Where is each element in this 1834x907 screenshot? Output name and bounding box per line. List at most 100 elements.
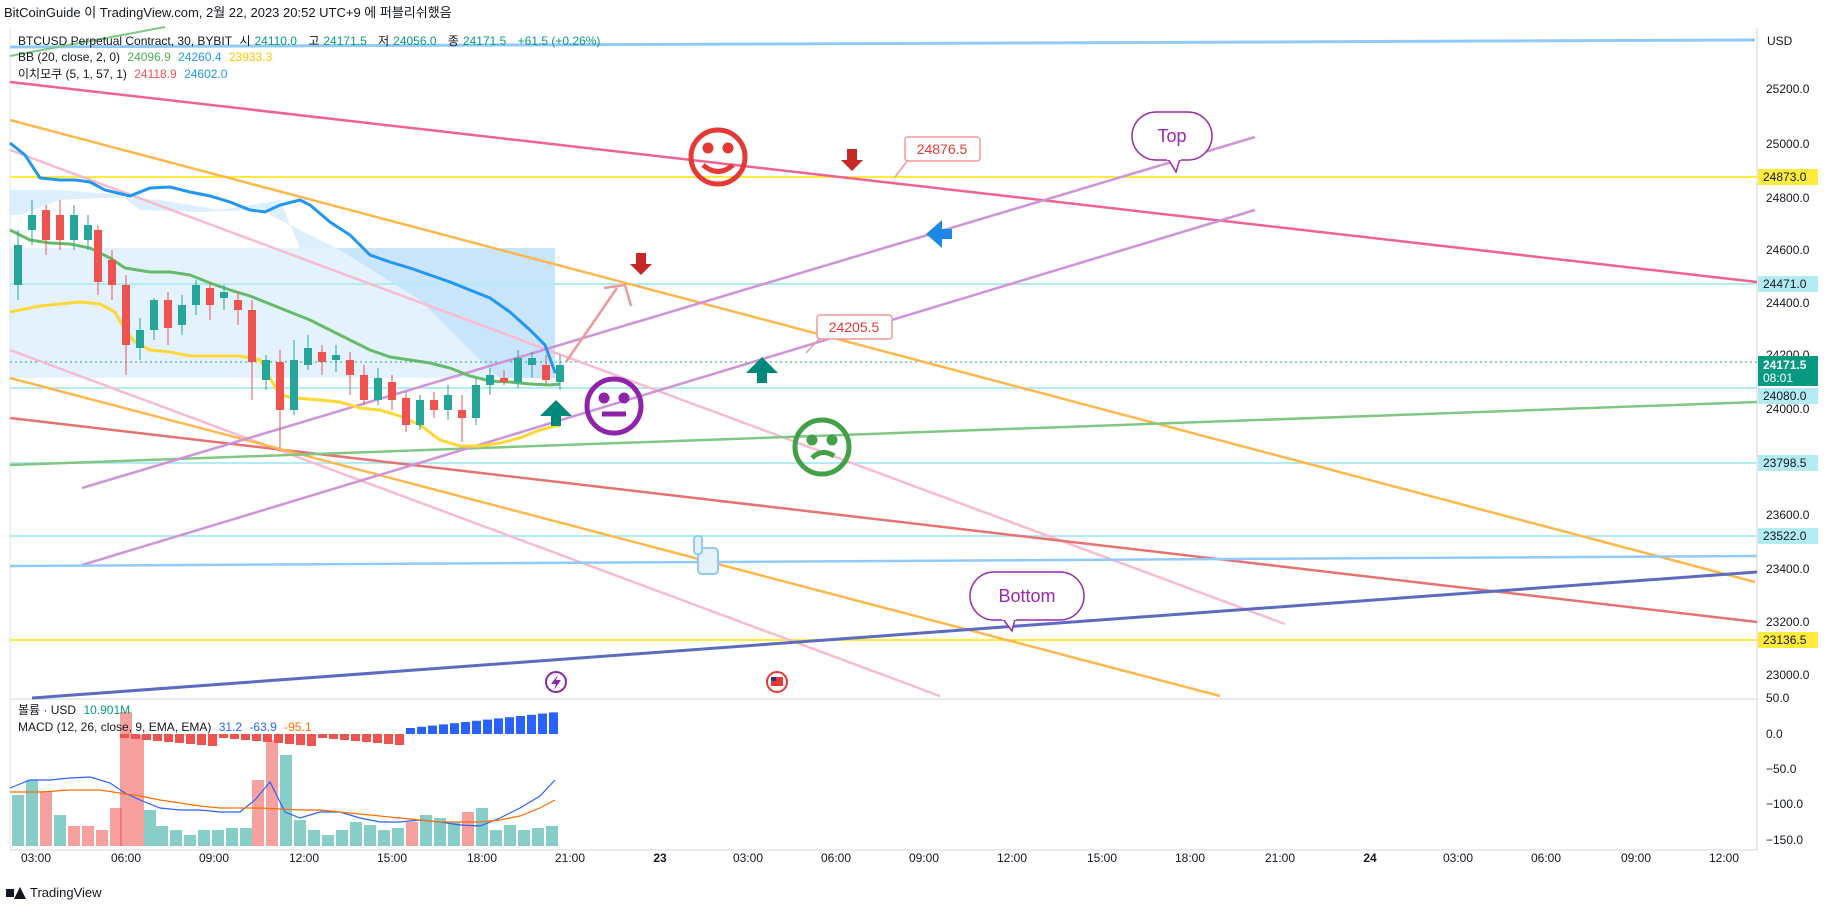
price-badge-24873: 24873.0 xyxy=(1758,169,1818,185)
volume-bar xyxy=(448,822,460,846)
trendline-purple-lower xyxy=(81,208,1256,567)
time-tick: 21:00 xyxy=(555,851,585,865)
macd-histogram-bar xyxy=(362,734,371,742)
macd-tick: 50.0 xyxy=(1766,691,1790,705)
ichimoku-legend[interactable]: 이치모쿠 (5, 1, 57, 1) 24118.9 24602.0 xyxy=(18,67,228,81)
candle-body xyxy=(94,230,102,282)
time-tick: 09:00 xyxy=(199,851,229,865)
price-tick: 25200.0 xyxy=(1766,82,1810,96)
time-tick: 03:00 xyxy=(733,851,763,865)
callout-24205: 24205.5 xyxy=(805,314,893,354)
svg-text:24873.0: 24873.0 xyxy=(1763,170,1807,184)
bb-lower-line xyxy=(9,300,560,448)
macd-histogram-bar xyxy=(153,734,162,741)
time-tick: 03:00 xyxy=(1443,851,1473,865)
macd-histogram-bar xyxy=(329,734,338,739)
symbol-title[interactable]: BTCUSD Perpetual Contract, 30, BYBIT xyxy=(18,34,233,48)
volume-bar xyxy=(294,820,306,846)
candle-body xyxy=(556,365,564,382)
price-badge-23798: 23798.5 xyxy=(1758,455,1818,471)
time-tick: 12:00 xyxy=(1709,851,1739,865)
volume-bar xyxy=(476,808,488,846)
price-axis-currency: USD xyxy=(1767,34,1793,48)
macd-label[interactable]: MACD (12, 26, close, 9, EMA, EMA) xyxy=(18,720,212,734)
macd-histogram-bar xyxy=(285,734,294,744)
symbol-legend[interactable]: BTCUSD Perpetual Contract, 30, BYBIT 시 24… xyxy=(18,34,601,48)
time-tick: 15:00 xyxy=(1087,851,1117,865)
macd-histogram-bar xyxy=(549,712,558,734)
bb-legend[interactable]: BB (20, close, 2, 0) 24096.9 24260.4 239… xyxy=(18,50,273,64)
macd-histogram-bar xyxy=(263,734,272,742)
macd-axis[interactable]: 50.0 0.0 −50.0 −100.0 −150.0 xyxy=(1766,691,1803,847)
neutral-face-icon xyxy=(584,376,644,436)
volume-bar xyxy=(82,826,94,846)
tradingview-footer[interactable]: TradingView xyxy=(6,884,102,902)
volume-bar xyxy=(546,826,558,846)
volume-bar xyxy=(96,830,108,846)
bb-label[interactable]: BB (20, close, 2, 0) xyxy=(18,50,121,64)
candle-body xyxy=(248,310,256,362)
candle-body xyxy=(178,305,186,325)
candle-body xyxy=(402,398,410,425)
candle-body xyxy=(42,210,50,240)
volume-legend[interactable]: 볼륨 · USD 10.901M xyxy=(18,703,131,717)
candle-body xyxy=(206,288,214,305)
time-axis[interactable]: 03:00 06:00 09:00 12:00 15:00 18:00 21:00 23 03:… xyxy=(21,851,1739,865)
ichimoku-label[interactable]: 이치모쿠 (5, 1, 57, 1) xyxy=(18,67,127,81)
macd-line xyxy=(9,776,556,827)
macd-histogram-bar xyxy=(373,734,382,743)
candle-body xyxy=(542,365,550,380)
candle-body xyxy=(332,355,340,360)
volume-bars xyxy=(12,712,558,846)
macd-histogram-bar xyxy=(230,734,239,739)
volume-bar xyxy=(490,830,502,846)
volume-bar xyxy=(170,830,182,846)
macd-histogram-bar xyxy=(494,718,503,734)
macd-histogram-bar xyxy=(538,713,547,734)
time-tick: 18:00 xyxy=(467,851,497,865)
time-tick: 06:00 xyxy=(1531,851,1561,865)
macd-histogram-bar xyxy=(307,734,316,746)
candle-body xyxy=(486,375,494,385)
price-badge-23136: 23136.5 xyxy=(1758,632,1818,648)
macd-histogram-bar xyxy=(219,734,228,738)
volume-bar xyxy=(434,818,446,846)
candle-body xyxy=(388,382,396,400)
macd-histogram-bar xyxy=(483,719,492,734)
volume-bar xyxy=(518,830,530,846)
volume-label[interactable]: 볼륨 · USD xyxy=(18,703,77,717)
time-tick: 03:00 xyxy=(21,851,51,865)
lightning-icon[interactable] xyxy=(545,671,567,693)
down-arrow-icon xyxy=(841,149,863,171)
time-tick: 23 xyxy=(653,851,667,865)
macd-legend[interactable]: MACD (12, 26, close, 9, EMA, EMA) 31.2 -… xyxy=(18,720,312,734)
trendline-red-lower xyxy=(9,416,1758,624)
macd-histogram-bar xyxy=(461,722,470,734)
trendline-red-upper xyxy=(9,80,1758,284)
trendline-pink-lower xyxy=(9,348,941,698)
volume-bar xyxy=(120,712,132,846)
macd-histogram-bar xyxy=(164,734,173,742)
candle-body xyxy=(304,348,312,365)
bottom-bubble-text: Bottom xyxy=(998,586,1055,606)
macd-histogram-bar xyxy=(505,717,514,734)
macd-histogram-bar xyxy=(274,734,283,743)
candle-body xyxy=(472,385,480,418)
candle-body xyxy=(136,330,144,348)
time-tick: 15:00 xyxy=(377,851,407,865)
price-change: +61.5 (+0.26%) xyxy=(517,34,601,48)
candle-body xyxy=(374,378,382,400)
price-badge-24080: 24080.0 xyxy=(1758,388,1818,404)
macd-histogram-bar xyxy=(472,720,481,734)
macd-histogram-bar xyxy=(142,734,151,740)
hand-pointer-icon xyxy=(693,535,719,575)
volume-bar xyxy=(12,795,24,846)
candle-body xyxy=(220,292,228,298)
volume-bar xyxy=(184,835,196,846)
price-tick: 24400.0 xyxy=(1766,296,1810,310)
macd-histogram-bar xyxy=(428,725,437,734)
volume-bar xyxy=(156,826,168,846)
macd-signal-line xyxy=(10,789,556,823)
us-flag-icon[interactable] xyxy=(766,671,788,693)
